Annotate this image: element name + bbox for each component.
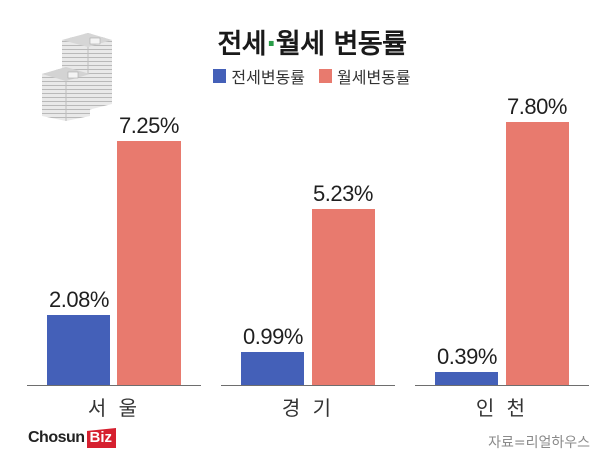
axis-baseline-gyeonggi <box>221 385 395 386</box>
logo-biz-badge: Biz <box>86 428 117 448</box>
category-label-incheon: 인 천 <box>475 396 529 420</box>
title-part2: 월세 변동률 <box>275 29 407 60</box>
bar-gyeonggi-jeonse <box>241 352 304 385</box>
bar-incheon-wolse <box>506 122 569 385</box>
source-note: 자료=리얼하우스 <box>488 435 590 451</box>
title-part1: 전세 <box>217 29 267 60</box>
category-label-seoul: 서 울 <box>87 396 141 420</box>
legend-swatch-jeonse <box>213 69 227 83</box>
money-stack-icon <box>38 30 118 122</box>
chosunbiz-logo: Chosun Biz <box>28 428 117 448</box>
bar-seoul-jeonse <box>47 315 110 385</box>
category-label-gyeonggi: 경 기 <box>281 396 335 420</box>
chart-title: 전세·월세 변동률 <box>0 22 616 61</box>
axis-baseline-seoul <box>27 385 201 386</box>
bar-seoul-wolse <box>117 141 181 385</box>
value-incheon-wolse: 7.80% <box>507 94 567 119</box>
legend-item-wolse: 월세변동률 <box>319 64 411 88</box>
legend-item-jeonse: 전세변동률 <box>213 64 305 88</box>
value-seoul-wolse: 7.25% <box>119 113 179 138</box>
bar-incheon-jeonse <box>435 372 498 385</box>
axis-baseline-incheon <box>415 385 589 386</box>
logo-chosun-text: Chosun <box>28 429 85 446</box>
legend-swatch-wolse <box>319 69 332 83</box>
value-gyeonggi-wolse: 5.23% <box>313 181 373 206</box>
value-seoul-jeonse: 2.08% <box>49 287 109 312</box>
legend-label-wolse: 월세변동률 <box>337 68 411 87</box>
bar-gyeonggi-wolse <box>312 209 375 385</box>
legend-label-jeonse: 전세변동률 <box>231 68 305 87</box>
value-incheon-jeonse: 0.39% <box>437 344 497 369</box>
legend: 전세변동률 월세변동률 <box>0 64 616 88</box>
value-gyeonggi-jeonse: 0.99% <box>243 324 303 349</box>
title-dot: · <box>266 29 276 60</box>
